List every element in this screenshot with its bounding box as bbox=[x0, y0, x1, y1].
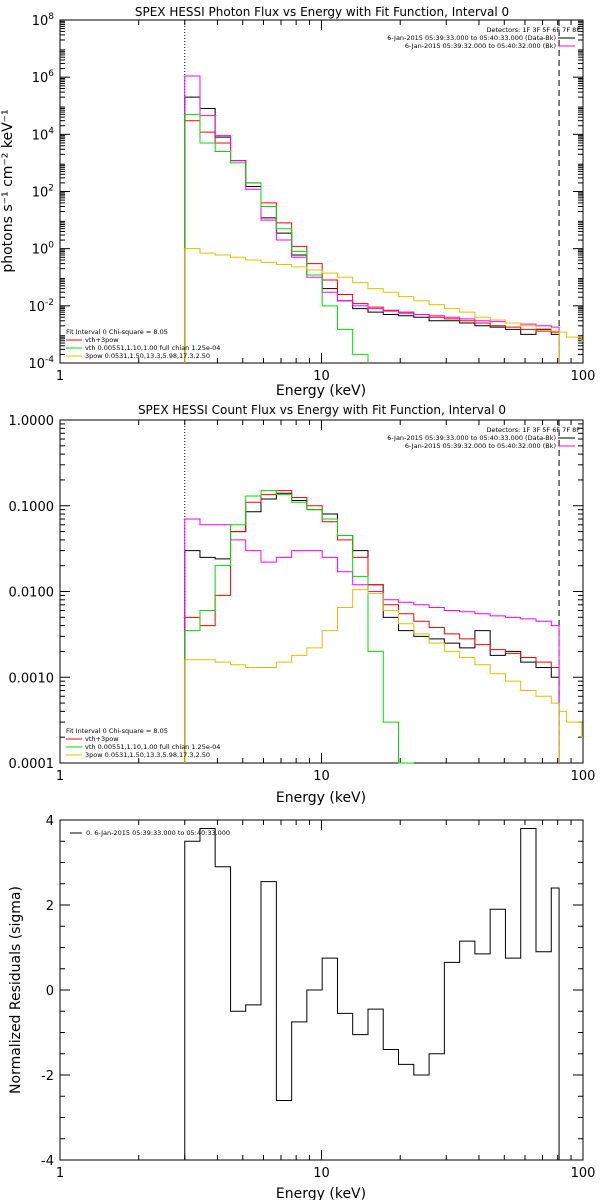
y-tick-exponent: 2 bbox=[48, 184, 54, 194]
y-tick-label: 0 bbox=[46, 984, 54, 999]
residuals-legend-label: 0. 6-Jan-2015 05:39:33.000 to 05:40:33.0… bbox=[86, 829, 230, 837]
photon-flux-frame bbox=[59, 19, 584, 364]
x-tick-label: 10 bbox=[313, 369, 330, 384]
x-tick-label: 1 bbox=[56, 1166, 64, 1181]
y-tick-label: -4 bbox=[41, 1154, 54, 1169]
legend-bk-interval: 6-Jan-2015 05:39:32.000 to 05:40:32.000 … bbox=[405, 42, 556, 50]
photon-flux-xlabel: Energy (keV) bbox=[276, 383, 366, 399]
count-flux-legend-fit: Fit Interval 0 Chi-square = 8.05 vth+3po… bbox=[66, 727, 220, 759]
residuals-ticks: 1 10 100 -4 -2 0 2 4 bbox=[41, 814, 595, 1181]
y-tick-label: 10-2 bbox=[28, 298, 54, 315]
legend-detectors: Detectors: 1F 3F 5F 6F 7F 8F bbox=[486, 426, 580, 434]
photon-flux-ylabel: photons s⁻¹ cm⁻² keV⁻¹ bbox=[0, 109, 16, 272]
series-model bbox=[184, 490, 560, 763]
count-flux-xlabel: Energy (keV) bbox=[276, 790, 366, 806]
y-tick-label: 0.0001 bbox=[9, 757, 55, 772]
count-flux-title: SPEX HESSI Count Flux vs Energy with Fit… bbox=[138, 403, 506, 417]
legend-3pow-label: 3pow 0.0531,1.50,13.3,5.98,17.3,2.50 bbox=[85, 751, 210, 759]
y-tick-label: 106 bbox=[32, 69, 55, 86]
legend-vth-label: vth 0.00551,1.10,1.00 full chian 1.25e-0… bbox=[85, 344, 220, 352]
x-tick-label: 10 bbox=[313, 1166, 330, 1181]
legend-data-interval: 6-Jan-2015 05:39:33.000 to 05:40:33.000 … bbox=[387, 434, 556, 442]
residuals-ylabel: Normalized Residuals (sigma) bbox=[8, 886, 24, 1094]
x-tick-label: 100 bbox=[571, 1166, 596, 1181]
x-tick-label: 1 bbox=[56, 769, 64, 784]
count-flux-ticks: 1 10 100 0.0001 0.0010 0.0100 0.1000 1.0000 bbox=[9, 414, 596, 784]
count-flux-frame bbox=[59, 419, 584, 764]
residuals-legend: 0. 6-Jan-2015 05:39:33.000 to 05:40:33.0… bbox=[70, 829, 230, 837]
y-tick-label: 2 bbox=[46, 899, 54, 914]
x-tick-label: 1 bbox=[56, 369, 64, 384]
x-tick-label: 100 bbox=[571, 369, 596, 384]
y-tick-exponent: 0 bbox=[48, 241, 54, 251]
y-tick-exponent: -2 bbox=[45, 298, 54, 308]
y-tick-label: 0.0100 bbox=[9, 586, 55, 601]
series-vth bbox=[184, 113, 369, 363]
series-data bbox=[184, 96, 560, 363]
y-tick-exponent: 6 bbox=[48, 69, 54, 79]
photon-flux-legend-fit: Fit Interval 0 Chi-square = 8.05 vth+3po… bbox=[66, 328, 220, 360]
y-tick-label: 102 bbox=[32, 184, 54, 201]
count-flux-series bbox=[184, 420, 583, 764]
photon-flux-panel: SPEX HESSI Photon Flux vs Energy with Fi… bbox=[0, 5, 595, 399]
legend-model-label: vth+3pow bbox=[85, 735, 119, 743]
series-background bbox=[184, 518, 560, 763]
y-tick-exponent: -4 bbox=[45, 355, 54, 365]
y-tick-label: 0.0010 bbox=[9, 671, 55, 686]
y-tick-label: 4 bbox=[46, 814, 54, 829]
legend-vth-label: vth 0.00551,1.10,1.00 full chian 1.25e-0… bbox=[85, 743, 220, 751]
y-tick-label: 0.1000 bbox=[9, 500, 55, 515]
photon-flux-title: SPEX HESSI Photon Flux vs Energy with Fi… bbox=[135, 5, 509, 19]
count-flux-panel: SPEX HESSI Count Flux vs Energy with Fit… bbox=[9, 403, 596, 806]
series-3pow bbox=[184, 248, 560, 363]
legend-data-interval: 6-Jan-2015 05:39:33.000 to 05:40:33.000 … bbox=[387, 34, 556, 42]
photon-flux-series bbox=[184, 20, 583, 363]
legend-fit-interval: Fit Interval 0 Chi-square = 8.05 bbox=[66, 328, 168, 336]
y-tick-label: 108 bbox=[32, 12, 55, 29]
legend-detectors: Detectors: 1F 3F 5F 6F 7F 8F bbox=[486, 26, 580, 34]
photon-flux-legend-header: Detectors: 1F 3F 5F 6F 7F 8F 6-Jan-2015 … bbox=[387, 26, 580, 50]
residuals-xlabel: Energy (keV) bbox=[276, 1186, 366, 1200]
y-tick-label: 100 bbox=[32, 241, 55, 258]
series-data bbox=[184, 492, 560, 763]
y-tick-label: 1.0000 bbox=[9, 414, 55, 429]
legend-3pow-label: 3pow 0.0531,1.50,13.3,5.98,17.3,2.50 bbox=[85, 352, 210, 360]
y-tick-label: -2 bbox=[41, 1069, 54, 1084]
legend-fit-interval: Fit Interval 0 Chi-square = 8.05 bbox=[66, 727, 168, 735]
count-flux-legend-header: Detectors: 1F 3F 5F 6F 7F 8F 6-Jan-2015 … bbox=[387, 426, 580, 450]
residuals-series bbox=[184, 828, 560, 1160]
legend-bk-interval: 6-Jan-2015 05:39:32.000 to 05:40:32.000 … bbox=[405, 442, 556, 450]
y-tick-exponent: 4 bbox=[48, 126, 54, 136]
legend-model-label: vth+3pow bbox=[85, 336, 119, 344]
series-3pow-tail bbox=[559, 331, 583, 342]
x-tick-label: 100 bbox=[571, 769, 596, 784]
series-3pow bbox=[184, 589, 560, 763]
series-residuals bbox=[184, 828, 560, 1160]
y-tick-label: 10-4 bbox=[28, 355, 54, 372]
series-3pow-tail bbox=[559, 710, 583, 738]
residuals-panel: 1 10 100 -4 -2 0 2 4 Energy (keV) Normalized Re… bbox=[8, 814, 595, 1200]
x-tick-label: 10 bbox=[313, 769, 330, 784]
series-vth bbox=[184, 490, 414, 764]
y-tick-exponent: 8 bbox=[48, 12, 54, 22]
y-tick-label: 104 bbox=[32, 126, 55, 143]
